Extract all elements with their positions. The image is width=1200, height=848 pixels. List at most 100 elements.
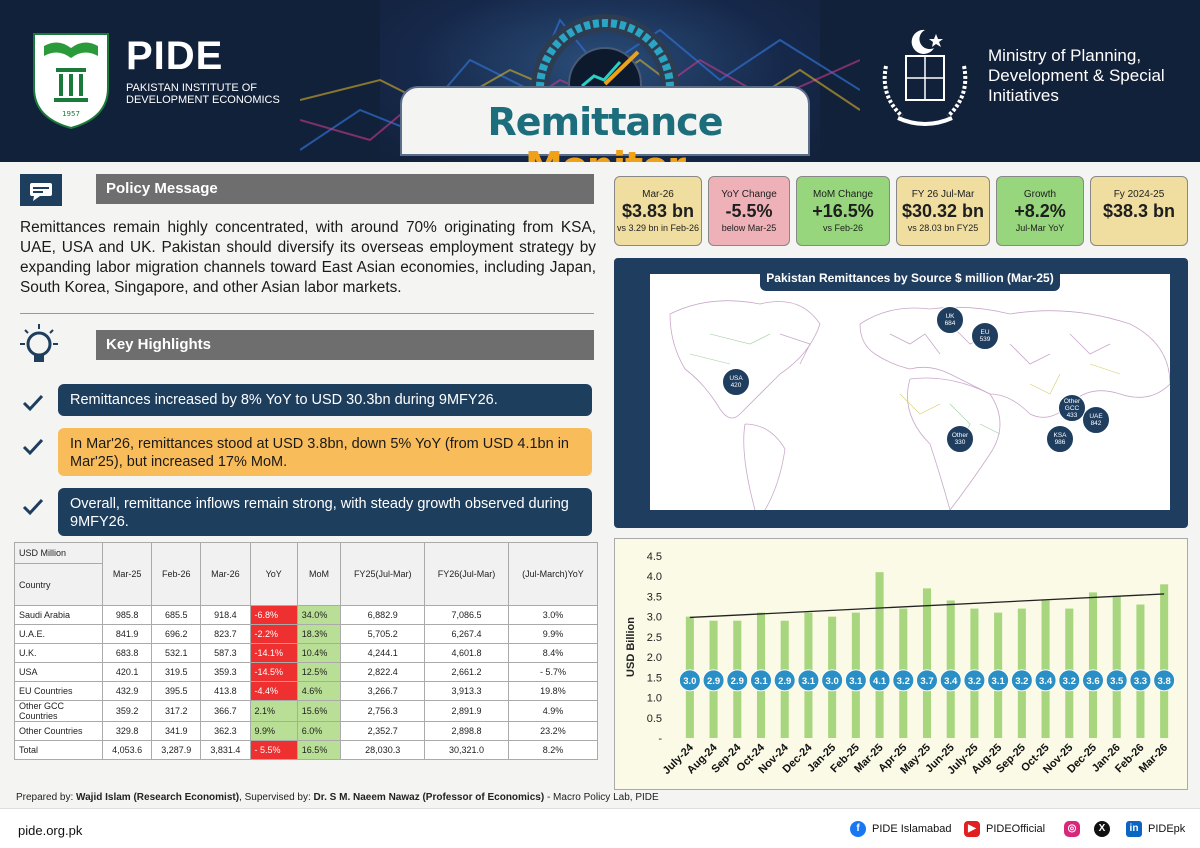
data-label: 3.1	[992, 676, 1006, 687]
chart-bar	[922, 588, 932, 738]
table-cell: 317.2	[151, 700, 202, 722]
country-cell: U.K.	[14, 643, 103, 663]
bubble-name: Other GCC	[1063, 397, 1081, 412]
data-label-bubble	[844, 669, 867, 692]
data-label-bubble	[797, 669, 820, 692]
table-cell: 34.0%	[296, 605, 342, 625]
table-cell: 362.3	[200, 721, 251, 741]
table-cell: 4,601.8	[424, 643, 509, 663]
table-row: EU Countries 432.9 395.5 413.8 -4.4% 4.6% 3,26…	[14, 681, 599, 701]
kpi-card: YoY Change -5.5% below Mar-25	[708, 176, 790, 246]
data-label-bubble	[678, 669, 701, 692]
linkedin-link[interactable]: in PIDEpk	[1126, 821, 1185, 837]
kpi-value: $38.3 bn	[1102, 201, 1176, 221]
bubble-name: USA	[729, 375, 743, 382]
header-banner: 1957 PIDE PAKISTAN INSTITUTE OF DEVELOPM…	[0, 0, 1200, 162]
table-cell: 18.3%	[296, 624, 342, 644]
website-link[interactable]: pide.org.pk	[18, 823, 83, 838]
table-cell: -14.5%	[249, 662, 298, 682]
data-label: 2.9	[778, 676, 791, 687]
table-cell: 366.7	[200, 700, 251, 722]
data-label: 3.2	[1063, 676, 1076, 687]
svg-text:1957: 1957	[62, 110, 80, 118]
country-cell: EU Countries	[14, 681, 103, 701]
bubble-name: Other	[951, 432, 969, 439]
table-cell: 2,352.7	[340, 721, 426, 741]
data-label-bubble	[821, 669, 844, 692]
table-cell: 12.5%	[296, 662, 342, 682]
map-bubble: Other 330	[946, 425, 974, 453]
message-icon	[20, 174, 62, 206]
column-header: Mar-25	[101, 542, 153, 606]
table-cell: 2,822.4	[340, 662, 426, 682]
y-tick-label: 0.5	[647, 713, 662, 725]
kpi-sub: vs Feb-26	[822, 223, 864, 233]
table-cell: 696.2	[151, 624, 202, 644]
data-label-bubble	[963, 669, 986, 692]
chart-bar	[875, 572, 884, 738]
table-cell: 359.2	[101, 700, 153, 722]
bubble-name: UAE	[1089, 413, 1103, 420]
highlight-item: Remittances increased by 8% YoY to USD 3…	[58, 384, 592, 416]
bubble-value: 842	[1090, 420, 1102, 427]
data-label: 2.9	[707, 676, 720, 687]
y-tick-label: 4.0	[647, 571, 662, 583]
speedometer-icon	[531, 14, 679, 96]
table-cell: 395.5	[151, 681, 202, 701]
data-label-bubble	[868, 669, 891, 692]
data-label-bubble	[892, 669, 915, 692]
youtube-link[interactable]: ▶ PIDEOfficial	[964, 821, 1045, 837]
credit-line: Prepared by: Wajid Islam (Research Econo…	[16, 792, 659, 803]
table-cell: 683.8	[101, 643, 153, 663]
data-label: 3.2	[897, 676, 910, 687]
kpi-sub: below Mar-25	[721, 223, 777, 233]
trend-line	[689, 593, 1165, 619]
table-row: Other GCC Countries 359.2 317.2 366.7 2.1% 15…	[14, 700, 599, 722]
map-bubble: UAE 842	[1082, 406, 1110, 434]
table-cell: 6,267.4	[424, 624, 509, 644]
kpi-sub: Jul-Mar YoY	[1015, 223, 1065, 233]
facebook-link[interactable]: f PIDE Islamabad	[850, 821, 951, 837]
data-label: 3.2	[1015, 676, 1028, 687]
table-cell: 2,661.2	[424, 662, 509, 682]
country-cell: Other GCC Countries	[14, 700, 103, 722]
remittance-table: USD Million Mar-25 Feb-26 Mar-26 YoY MoM…	[14, 542, 599, 774]
table-cell: 841.9	[101, 624, 153, 644]
data-label-bubble	[726, 669, 749, 692]
instagram-link[interactable]: ◎	[1064, 821, 1086, 837]
table-cell: 5,705.2	[340, 624, 426, 644]
chart-bar	[946, 600, 955, 738]
data-label-bubble	[1034, 669, 1057, 692]
table-cell: 10.4%	[296, 643, 342, 663]
data-label-bubble	[750, 669, 772, 692]
youtube-icon: ▶	[964, 821, 980, 837]
table-cell: 19.8%	[507, 681, 599, 701]
table-cell: 3,913.3	[424, 681, 509, 701]
table-cell: 15.6%	[296, 700, 342, 722]
bubble-value: 330	[954, 439, 966, 446]
country-column-header: Country	[14, 563, 103, 606]
kpi-sub: vs 28.03 bn FY25	[907, 223, 979, 233]
column-header: YoY	[249, 542, 298, 606]
bubble-value: 986	[1054, 439, 1066, 446]
table-cell: 3,266.7	[340, 681, 426, 701]
country-cell: Other Countries	[14, 721, 103, 741]
data-label-bubble	[1105, 669, 1128, 692]
data-label: 3.4	[1039, 676, 1053, 687]
bubble-name: EU	[980, 329, 990, 336]
table-cell: 9.9%	[249, 721, 298, 741]
footer: pide.org.pk f PIDE Islamabad ▶ PIDEOffic…	[0, 808, 1200, 848]
table-row: USA 420.1 319.5 359.3 -14.5% 12.5% 2,822.4 2,66…	[14, 662, 599, 682]
kpi-card: Mar-26 $3.83 bn vs 3.29 bn in Feb-26	[614, 176, 702, 246]
table-cell: 16.5%	[296, 740, 342, 760]
x-icon: X	[1094, 821, 1110, 837]
chart-bar	[1112, 596, 1121, 738]
column-header: FY26(Jul-Mar)	[424, 542, 509, 606]
kpi-label: Mar-26	[642, 189, 674, 200]
data-label: 3.2	[968, 676, 981, 687]
country-cell: Total	[14, 740, 103, 760]
bubble-name: KSA	[1053, 432, 1067, 439]
chart-bar	[1041, 600, 1050, 738]
x-link[interactable]: X	[1094, 821, 1116, 837]
section-divider	[20, 313, 594, 314]
